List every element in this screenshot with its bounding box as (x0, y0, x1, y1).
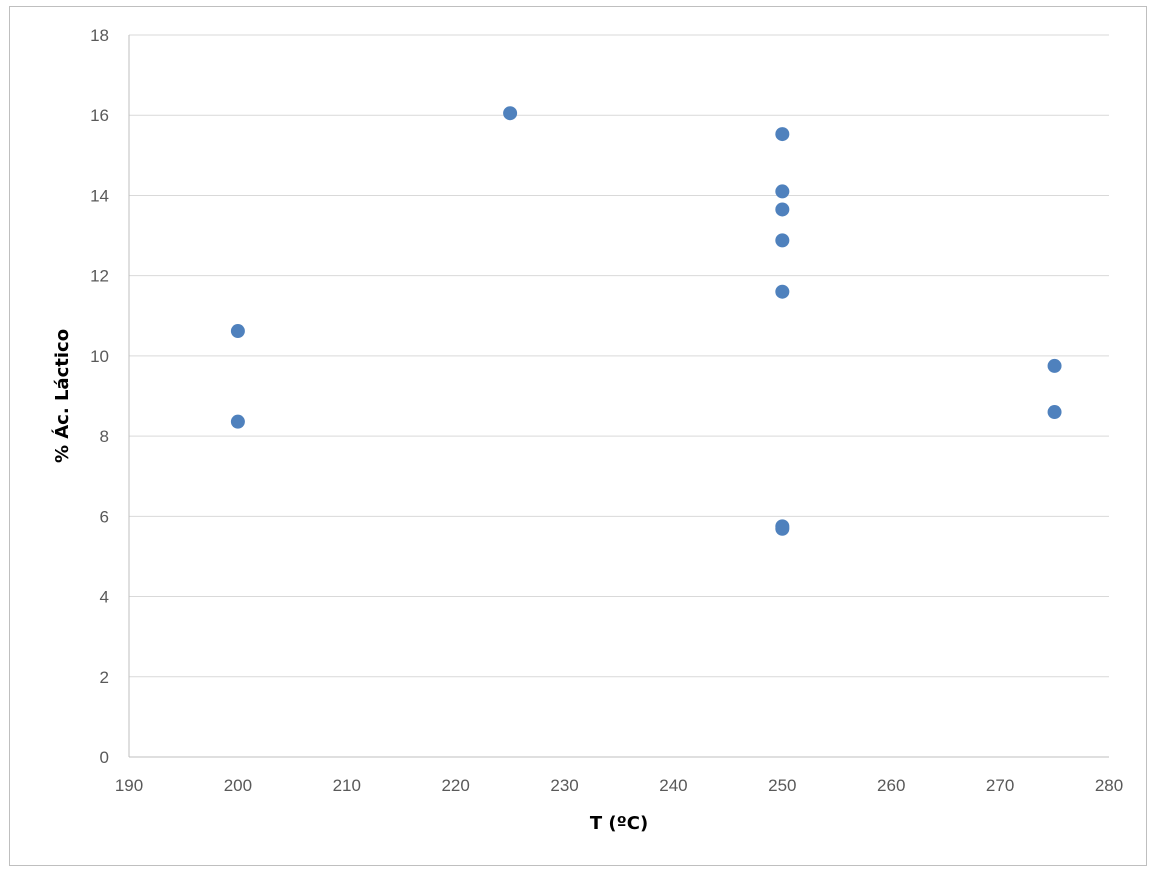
data-point (230, 324, 245, 339)
x-tick-label: 270 (986, 776, 1014, 795)
data-point (775, 127, 790, 142)
x-tick-labels: 190 200 210 220 230 240 250 260 270 280 (115, 776, 1123, 795)
axes (128, 35, 1109, 758)
y-tick-label: 10 (90, 347, 109, 366)
x-tick-label: 240 (659, 776, 687, 795)
x-tick-label: 210 (333, 776, 361, 795)
y-tick-label: 2 (100, 668, 109, 687)
data-point (775, 184, 790, 199)
data-points (230, 106, 1062, 536)
x-tick-label: 260 (877, 776, 905, 795)
data-point (775, 284, 790, 299)
data-point (503, 106, 518, 121)
y-axis-title: % Ác. Láctico (51, 329, 73, 463)
data-point (775, 202, 790, 217)
y-tick-label: 16 (90, 106, 109, 125)
x-tick-label: 200 (224, 776, 252, 795)
y-tick-label: 12 (90, 267, 109, 286)
y-tick-label: 4 (100, 588, 109, 607)
data-point (1047, 358, 1062, 373)
data-point (775, 233, 790, 248)
y-tick-label: 8 (100, 427, 109, 446)
x-tick-label: 220 (441, 776, 469, 795)
x-tick-label: 230 (550, 776, 578, 795)
data-point (1047, 405, 1062, 420)
data-point (775, 521, 790, 536)
gridlines (129, 34, 1109, 678)
y-tick-label: 6 (100, 507, 109, 526)
y-tick-labels: 0 2 4 6 8 10 12 14 16 18 (90, 26, 109, 767)
y-tick-label: 0 (100, 748, 109, 767)
y-tick-label: 14 (90, 186, 109, 205)
x-tick-label: 280 (1095, 776, 1123, 795)
x-axis-title: T (ºC) (590, 813, 648, 834)
data-point (230, 414, 245, 429)
x-tick-label: 190 (115, 776, 143, 795)
y-tick-label: 18 (90, 26, 109, 45)
x-tick-label: 250 (768, 776, 796, 795)
